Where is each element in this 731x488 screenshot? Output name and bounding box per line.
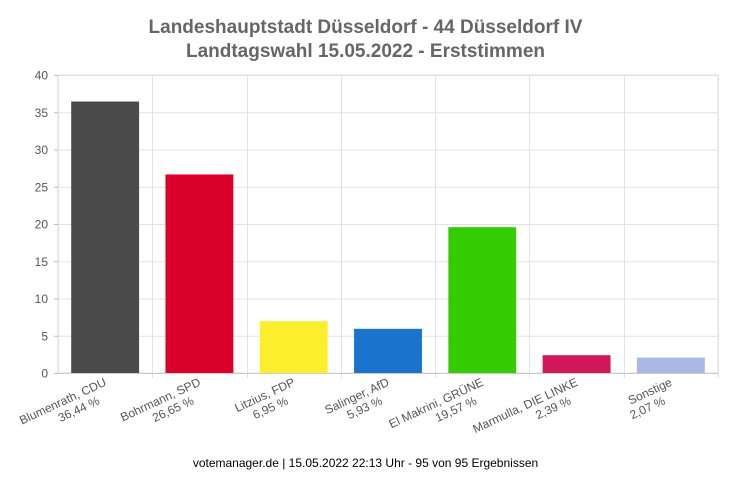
y-tick-label: 25 bbox=[35, 180, 49, 194]
y-tick-label: 30 bbox=[35, 143, 49, 157]
x-tick-label: Blumenrath, CDU36,44 % bbox=[17, 375, 114, 440]
x-tick-label: Litzius, FDP6,95 % bbox=[232, 375, 302, 428]
y-tick-label: 35 bbox=[35, 106, 49, 120]
bar bbox=[71, 101, 140, 373]
bar bbox=[448, 227, 517, 373]
y-tick-label: 15 bbox=[35, 255, 49, 269]
y-tick-label: 20 bbox=[35, 218, 49, 232]
y-tick-label: 40 bbox=[35, 69, 49, 83]
y-tick-label: 0 bbox=[41, 367, 48, 381]
x-tick-label: Bohrmann, SPD26,65 % bbox=[118, 375, 209, 437]
bar bbox=[354, 328, 422, 373]
bar bbox=[542, 355, 611, 373]
x-tick-label: Sonstige2,07 % bbox=[622, 375, 681, 422]
chart-subtitle: Landtagswahl 15.05.2022 - Erststimmen bbox=[185, 41, 546, 62]
y-tick-label: 5 bbox=[41, 329, 48, 343]
chart-title: Landeshauptstadt Düsseldorf - 44 Düsseld… bbox=[148, 17, 583, 38]
x-tick-label: Marmulla, DIE LINKE2,39 % bbox=[471, 375, 586, 449]
bar bbox=[165, 174, 234, 373]
bar bbox=[636, 357, 705, 373]
footer-source: votemanager.de | 15.05.2022 22:13 Uhr - … bbox=[192, 456, 539, 470]
y-tick-label: 10 bbox=[35, 292, 49, 306]
bar-chart: 0 5 10 15 20 25 30 35 40 Blumenrath, CDU36,44 % Bo… bbox=[17, 69, 719, 449]
x-tick-label: Salinger, AfD5,93 % bbox=[322, 375, 397, 430]
bar bbox=[259, 321, 328, 373]
